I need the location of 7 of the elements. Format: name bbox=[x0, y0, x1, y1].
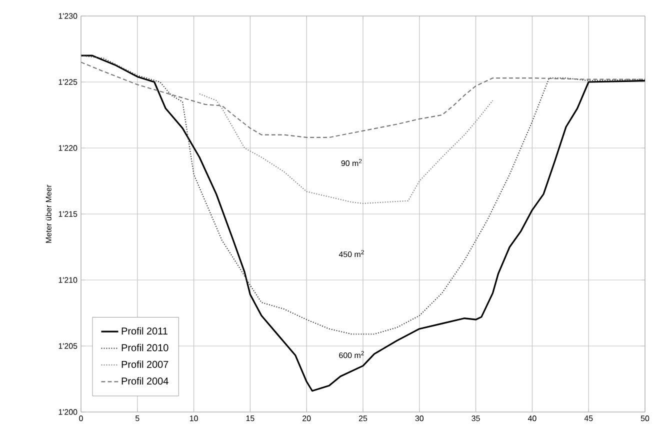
legend-label: Profil 2010 bbox=[122, 344, 168, 352]
line-series bbox=[81, 62, 646, 138]
legend-label: Profil 2004 bbox=[122, 377, 168, 385]
legend-label: Profil 2007 bbox=[122, 360, 168, 368]
line-series bbox=[81, 55, 646, 335]
legend-label: Profil 2011 bbox=[122, 327, 168, 335]
line-series bbox=[81, 54, 646, 392]
